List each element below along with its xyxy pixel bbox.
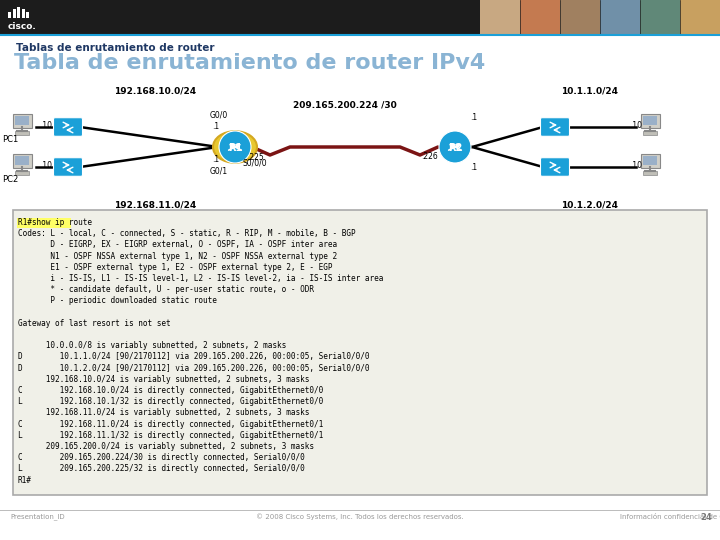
FancyBboxPatch shape: [12, 9, 16, 18]
Text: Tablas de enrutamiento de router: Tablas de enrutamiento de router: [16, 43, 215, 53]
FancyBboxPatch shape: [541, 158, 570, 176]
Text: Tabla de enrutamiento de router IPv4: Tabla de enrutamiento de router IPv4: [14, 53, 485, 73]
Text: i - IS-IS, L1 - IS-IS level-1, L2 - IS-IS level-2, ia - IS-IS inter area: i - IS-IS, L1 - IS-IS level-1, L2 - IS-I…: [18, 274, 383, 283]
Text: 192.168.10.0/24: 192.168.10.0/24: [114, 87, 196, 96]
Text: .10: .10: [630, 120, 642, 130]
Text: 192.168.11.0/24: 192.168.11.0/24: [114, 200, 196, 209]
FancyBboxPatch shape: [53, 158, 83, 176]
FancyBboxPatch shape: [12, 153, 32, 167]
Text: 209.165.200.224 /30: 209.165.200.224 /30: [293, 101, 397, 110]
FancyBboxPatch shape: [13, 210, 707, 495]
FancyBboxPatch shape: [8, 12, 11, 18]
FancyBboxPatch shape: [15, 116, 29, 125]
FancyBboxPatch shape: [480, 0, 520, 35]
FancyBboxPatch shape: [12, 113, 32, 127]
FancyBboxPatch shape: [641, 153, 660, 167]
Text: * - candidate default, U - per-user static route, o - ODR: * - candidate default, U - per-user stat…: [18, 285, 314, 294]
FancyBboxPatch shape: [53, 118, 83, 136]
Text: E1 - OSPF external type 1, E2 - OSPF external type 2, E - EGP: E1 - OSPF external type 1, E2 - OSPF ext…: [18, 263, 333, 272]
FancyBboxPatch shape: [520, 0, 560, 35]
FancyBboxPatch shape: [0, 35, 720, 540]
FancyBboxPatch shape: [14, 171, 30, 176]
Text: .225: .225: [247, 153, 264, 162]
Text: .10: .10: [40, 160, 52, 170]
Text: .1: .1: [212, 122, 219, 131]
Text: .1: .1: [470, 163, 477, 172]
Text: .1: .1: [470, 113, 477, 122]
Text: L        209.165.200.225/32 is directly connected, Serial0/0/0: L 209.165.200.225/32 is directly connect…: [18, 464, 305, 474]
FancyBboxPatch shape: [0, 0, 720, 35]
Text: 24: 24: [701, 512, 712, 522]
FancyBboxPatch shape: [26, 12, 29, 18]
Text: R1#show ip route: R1#show ip route: [18, 218, 92, 227]
Text: G0/1: G0/1: [210, 167, 228, 176]
FancyBboxPatch shape: [600, 0, 640, 35]
FancyBboxPatch shape: [17, 7, 20, 18]
Text: cisco.: cisco.: [8, 22, 37, 31]
FancyBboxPatch shape: [641, 113, 660, 127]
FancyBboxPatch shape: [680, 0, 720, 35]
Text: PC1: PC1: [2, 135, 18, 144]
Text: Gateway of last resort is not set: Gateway of last resort is not set: [18, 319, 171, 328]
FancyBboxPatch shape: [560, 0, 600, 35]
Text: Codes: L - local, C - connected, S - static, R - RIP, M - mobile, B - BGP: Codes: L - local, C - connected, S - sta…: [18, 229, 356, 238]
Text: L        192.168.10.1/32 is directly connected, GigabitEthernet0/0: L 192.168.10.1/32 is directly connected,…: [18, 397, 323, 406]
Text: .1: .1: [212, 155, 219, 164]
Text: S0/0/0: S0/0/0: [243, 158, 267, 167]
Text: .10: .10: [630, 160, 642, 170]
Text: Información confidencial de Cisco: Información confidencial de Cisco: [620, 514, 720, 520]
Text: R2: R2: [448, 143, 462, 153]
Text: © 2008 Cisco Systems, Inc. Todos los derechos reservados.: © 2008 Cisco Systems, Inc. Todos los der…: [256, 514, 464, 521]
FancyBboxPatch shape: [643, 131, 657, 136]
Text: Presentation_ID: Presentation_ID: [10, 514, 65, 521]
Text: C        192.168.11.0/24 is directly connected, GigabitEthernet0/1: C 192.168.11.0/24 is directly connected,…: [18, 420, 323, 429]
Text: PC2: PC2: [2, 175, 18, 184]
Circle shape: [219, 131, 251, 163]
Text: 10.1.2.0/24: 10.1.2.0/24: [562, 200, 618, 209]
Text: 209.165.200.0/24 is variably subnetted, 2 subnets, 3 masks: 209.165.200.0/24 is variably subnetted, …: [18, 442, 314, 451]
Text: .10: .10: [40, 120, 52, 130]
Text: 10.1.1.0/24: 10.1.1.0/24: [562, 87, 618, 96]
Ellipse shape: [213, 131, 257, 163]
Text: .226: .226: [421, 152, 438, 161]
Text: D        10.1.2.0/24 [90/2170112] via 209.165.200.226, 00:00:05, Serial0/0/0: D 10.1.2.0/24 [90/2170112] via 209.165.2…: [18, 363, 369, 373]
Text: R1: R1: [228, 143, 242, 153]
FancyBboxPatch shape: [22, 9, 24, 18]
FancyBboxPatch shape: [14, 131, 30, 136]
Text: 192.168.11.0/24 is variably subnetted, 2 subnets, 3 masks: 192.168.11.0/24 is variably subnetted, 2…: [18, 408, 310, 417]
FancyBboxPatch shape: [643, 156, 657, 165]
Text: D - EIGRP, EX - EIGRP external, O - OSPF, IA - OSPF inter area: D - EIGRP, EX - EIGRP external, O - OSPF…: [18, 240, 337, 249]
Text: D        10.1.1.0/24 [90/2170112] via 209.165.200.226, 00:00:05, Serial0/0/0: D 10.1.1.0/24 [90/2170112] via 209.165.2…: [18, 353, 369, 361]
Text: C        209.165.200.224/30 is directly connected, Serial0/0/0: C 209.165.200.224/30 is directly connect…: [18, 453, 305, 462]
Text: P - periodic downloaded static route: P - periodic downloaded static route: [18, 296, 217, 306]
Text: C        192.168.10.0/24 is directly connected, GigabitEthernet0/0: C 192.168.10.0/24 is directly connected,…: [18, 386, 323, 395]
FancyBboxPatch shape: [541, 118, 570, 136]
Text: 192.168.10.0/24 is variably subnetted, 2 subnets, 3 masks: 192.168.10.0/24 is variably subnetted, 2…: [18, 375, 310, 384]
Text: N1 - OSPF NSSA external type 1, N2 - OSPF NSSA external type 2: N1 - OSPF NSSA external type 1, N2 - OSP…: [18, 252, 337, 261]
Text: 10.0.0.0/8 is variably subnetted, 2 subnets, 2 masks: 10.0.0.0/8 is variably subnetted, 2 subn…: [18, 341, 287, 350]
FancyBboxPatch shape: [17, 218, 71, 228]
FancyBboxPatch shape: [15, 156, 29, 165]
FancyBboxPatch shape: [643, 171, 657, 176]
FancyBboxPatch shape: [640, 0, 680, 35]
Text: L        192.168.11.1/32 is directly connected, GigabitEthernet0/1: L 192.168.11.1/32 is directly connected,…: [18, 431, 323, 440]
Text: G0/0: G0/0: [210, 110, 228, 119]
Text: R1#: R1#: [18, 476, 32, 484]
FancyBboxPatch shape: [643, 116, 657, 125]
Circle shape: [439, 131, 471, 163]
